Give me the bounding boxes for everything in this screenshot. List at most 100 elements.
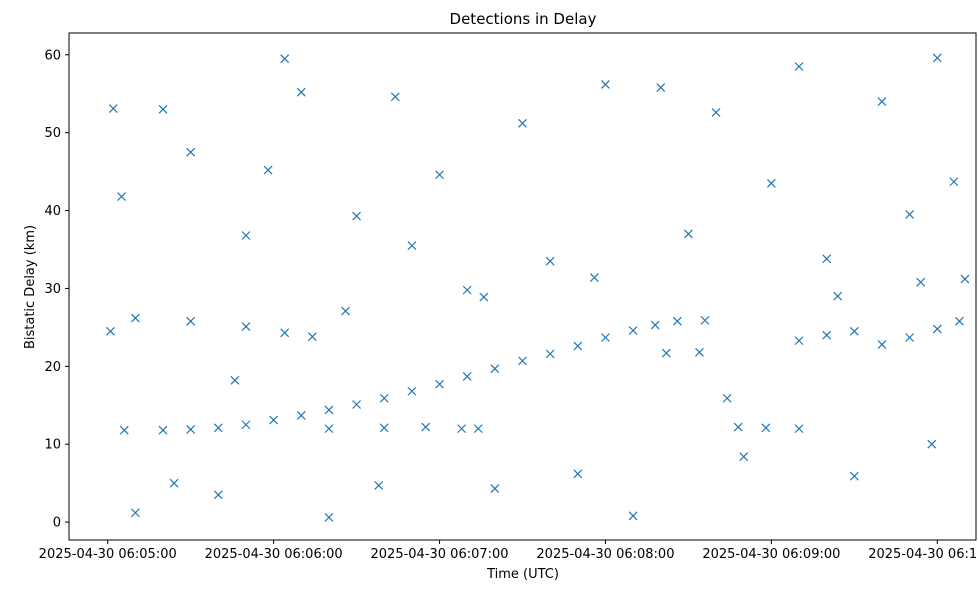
data-point <box>117 192 126 201</box>
x-tick-label: 2025-04-30 06:09:00 <box>702 547 840 562</box>
data-point <box>656 83 666 92</box>
data-point <box>573 469 583 479</box>
x-tick-label: 2025-04-30 06:08:00 <box>536 547 674 562</box>
data-point <box>352 211 362 221</box>
data-point <box>601 79 610 89</box>
data-point <box>739 452 749 462</box>
data-point <box>213 423 223 433</box>
data-point <box>932 324 942 334</box>
data-point <box>435 170 444 180</box>
chart-title: Detections in Delay <box>450 10 597 28</box>
data-point <box>241 420 251 430</box>
data-point <box>307 332 317 342</box>
data-point <box>927 439 937 449</box>
data-point <box>462 285 472 295</box>
data-point <box>374 481 384 490</box>
data-point <box>650 320 660 330</box>
data-point <box>700 315 710 325</box>
y-tick-label: 0 <box>53 516 61 531</box>
y-tick-label: 10 <box>44 438 61 453</box>
data-point <box>490 364 500 374</box>
data-point <box>119 425 129 435</box>
plot-frame <box>68 32 977 541</box>
data-point <box>457 424 467 434</box>
y-axis-label: Bistatic Delay (km) <box>23 225 38 349</box>
data-point <box>241 231 251 240</box>
data-point <box>421 422 431 432</box>
y-tick-label: 50 <box>44 126 61 141</box>
data-point <box>435 379 444 389</box>
data-point <box>407 386 417 396</box>
data-point <box>462 372 472 381</box>
data-markers <box>106 53 970 522</box>
data-point <box>601 333 610 342</box>
y-tick-label: 20 <box>44 360 61 375</box>
data-point <box>241 322 251 332</box>
data-point <box>733 422 743 432</box>
data-point <box>822 330 832 340</box>
x-axis-ticks: 2025-04-30 06:05:00 2025-04-30 06:06:00 20… <box>39 540 978 562</box>
data-point <box>849 471 859 481</box>
data-point <box>960 274 970 284</box>
data-point <box>695 347 704 357</box>
data-point <box>766 178 776 188</box>
data-point <box>628 326 638 335</box>
x-tick-label: 2025-04-30 06:10:00 <box>868 547 978 562</box>
x-axis-label: Time (UTC) <box>486 567 559 582</box>
y-tick-label: 60 <box>44 48 61 63</box>
data-point <box>905 333 915 342</box>
y-tick-label: 40 <box>44 204 61 219</box>
data-point <box>269 415 279 425</box>
data-point <box>296 87 306 97</box>
x-tick-label: 2025-04-30 06:07:00 <box>371 547 509 562</box>
data-point <box>849 326 859 336</box>
data-point <box>296 410 306 420</box>
data-point <box>130 313 140 323</box>
data-point <box>230 375 240 385</box>
data-point <box>573 341 583 351</box>
data-point <box>106 326 115 336</box>
data-point <box>280 54 290 64</box>
data-point <box>628 511 638 521</box>
data-point <box>518 356 527 366</box>
data-point <box>589 273 599 282</box>
data-point <box>794 336 804 346</box>
data-point <box>761 423 771 433</box>
data-point <box>108 104 118 113</box>
data-point <box>169 478 179 488</box>
x-tick-label: 2025-04-30 06:05:00 <box>39 547 177 562</box>
data-point <box>490 484 500 494</box>
data-point <box>473 424 483 434</box>
data-point <box>341 306 350 316</box>
data-point <box>479 292 489 302</box>
data-point <box>186 147 196 157</box>
data-point <box>794 62 804 71</box>
data-point <box>905 210 915 219</box>
data-point <box>711 108 721 117</box>
data-point <box>379 423 389 433</box>
data-point <box>324 512 334 522</box>
data-point <box>280 328 290 338</box>
data-point <box>263 165 273 175</box>
data-point <box>352 400 362 409</box>
data-point <box>545 349 555 359</box>
x-tick-label: 2025-04-30 06:06:00 <box>205 547 343 562</box>
data-point <box>213 490 223 500</box>
data-point <box>158 104 168 114</box>
data-point <box>407 241 417 251</box>
data-point <box>722 393 732 403</box>
data-point <box>158 425 168 435</box>
y-axis-ticks: 0 10 20 30 40 50 60 <box>44 48 69 531</box>
data-point <box>954 316 964 326</box>
data-point <box>672 316 682 326</box>
y-tick-label: 30 <box>44 282 61 297</box>
data-point <box>379 393 389 403</box>
data-point <box>186 316 196 326</box>
data-point <box>186 424 196 434</box>
data-point <box>833 291 843 301</box>
data-point <box>130 508 140 518</box>
data-point <box>683 229 693 239</box>
data-point <box>324 405 334 415</box>
